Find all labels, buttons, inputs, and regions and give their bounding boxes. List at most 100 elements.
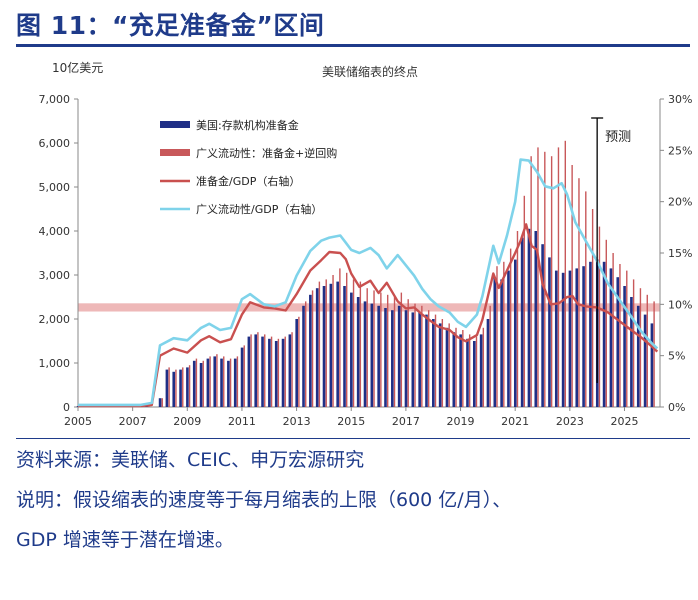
- reserves-bar: [350, 292, 353, 407]
- liquidity-bar: [168, 367, 170, 407]
- y-right-tick-label: 20%: [668, 196, 692, 209]
- reserves-bar: [616, 277, 620, 407]
- reserves-bar: [179, 369, 182, 407]
- liquidity-bar: [427, 310, 430, 407]
- x-tick-label: 2021: [501, 415, 529, 428]
- forecast-label: 预测: [605, 130, 631, 145]
- liquidity-bar: [393, 297, 396, 407]
- x-tick-label: 2009: [173, 415, 201, 428]
- reserves-bar: [602, 261, 606, 407]
- reserves-bar: [418, 312, 421, 407]
- reserves-bar: [274, 341, 278, 407]
- chart: 10亿美元 美联储缩表的终点 0 1,000 2,000 3,000 4,000 5,00…: [39, 60, 693, 428]
- reserves-bar: [459, 334, 462, 407]
- forecast-marker: 预测: [591, 117, 631, 383]
- reserves-bar: [192, 360, 196, 407]
- reserves-bar: [186, 367, 189, 407]
- reserves-bar: [261, 336, 264, 407]
- liquidity-bar: [264, 334, 266, 407]
- liquidity-bar: [468, 334, 471, 407]
- liquidity-bar: [257, 332, 259, 407]
- reserves-bar: [411, 312, 415, 407]
- legend-swatch: [160, 121, 190, 128]
- liquidity-bar: [475, 336, 478, 407]
- y-right-tick-label: 5%: [668, 350, 685, 363]
- y-left-tick-label: 1,000: [39, 357, 71, 370]
- reserves-bar: [561, 272, 565, 407]
- reserves-bar: [623, 286, 626, 407]
- liquidity-bar: [236, 356, 239, 407]
- reserves-bar: [370, 303, 374, 407]
- chart-title: 美联储缩表的终点: [322, 64, 418, 79]
- y-left-tick-label: 0: [63, 401, 70, 414]
- reserves-bar: [391, 310, 394, 407]
- reserves-bar: [472, 341, 476, 407]
- liquidity-bar: [318, 281, 321, 407]
- reserves-bar: [384, 308, 387, 407]
- reserves-bar: [315, 288, 319, 407]
- reserves-bar: [452, 332, 456, 407]
- liquidity-bar: [202, 360, 204, 407]
- liquidity-bar: [626, 270, 628, 407]
- liquidity-bar: [578, 178, 580, 407]
- y-right-tick-label: 30%: [668, 93, 692, 106]
- reserves-bar: [493, 277, 497, 407]
- left-axis-unit: 10亿美元: [52, 60, 103, 75]
- reserves-bar: [609, 268, 613, 407]
- source-note: 资料来源：美联储、CEIC、申万宏源研究: [16, 449, 365, 471]
- reserves-bar: [513, 259, 517, 407]
- liquidity-bar: [537, 147, 539, 407]
- liquidity-bar: [619, 264, 621, 407]
- liquidity-bar: [550, 156, 553, 407]
- reserves-bar: [568, 270, 572, 407]
- lines: [78, 158, 659, 408]
- liquidity-bar: [147, 406, 150, 407]
- liquidity-bar: [366, 288, 368, 407]
- reserves-bar: [322, 286, 326, 407]
- liquidity-bar: [373, 290, 375, 407]
- x-tick-label: 2017: [392, 415, 420, 428]
- reserves-bar: [486, 319, 490, 407]
- liquidity-bar: [612, 253, 614, 407]
- x-tick-label: 2013: [283, 415, 311, 428]
- y-left-tick-label: 7,000: [39, 93, 71, 106]
- reserves-bar: [247, 336, 251, 407]
- liquidity-bar: [182, 367, 184, 407]
- liquidity-bar: [243, 345, 245, 407]
- reserves-bar: [356, 297, 360, 407]
- reserves-bar: [527, 228, 531, 407]
- y-left-tick-label: 2,000: [39, 313, 71, 326]
- liquidity-bar: [503, 261, 505, 407]
- x-tick-label: 2007: [119, 415, 147, 428]
- liquidity-bar: [496, 266, 498, 407]
- liquidity-bar: [346, 272, 348, 407]
- reserves-bar: [268, 338, 271, 407]
- x-tick-label: 2023: [556, 415, 584, 428]
- reserves-bar: [500, 279, 503, 407]
- reserves-bar: [281, 338, 285, 407]
- liquidity-bar: [188, 365, 191, 407]
- liquidity-bar: [325, 279, 327, 407]
- liquidity-bar: [653, 301, 655, 407]
- reserves-bar: [650, 323, 654, 407]
- reserves-bar: [199, 363, 203, 407]
- liquidity-bar: [564, 140, 566, 408]
- reserves-bar: [158, 398, 162, 407]
- reserves-bar: [288, 334, 292, 407]
- liquidity-bar: [400, 292, 403, 407]
- liquidity-bar: [216, 354, 218, 407]
- reserves-bar: [582, 266, 585, 407]
- figure-title: 图 11：“充足准备金”区间: [16, 11, 325, 40]
- axes: 0 1,000 2,000 3,000 4,000 5,000 6,000 7,000 0% 5%…: [39, 93, 693, 428]
- liquidity-bar: [605, 239, 607, 407]
- reserves-bar: [397, 305, 401, 407]
- band-rect: [78, 303, 660, 312]
- reserves-bar: [636, 305, 640, 407]
- reserves-bar: [329, 283, 333, 407]
- liquidity-bar: [298, 316, 300, 407]
- reserves-bar: [643, 314, 647, 407]
- reserves-bar: [336, 281, 339, 407]
- x-tick-label: 2019: [447, 415, 475, 428]
- y-right-tick-label: 0%: [668, 401, 685, 414]
- liquidity-bar: [421, 305, 423, 407]
